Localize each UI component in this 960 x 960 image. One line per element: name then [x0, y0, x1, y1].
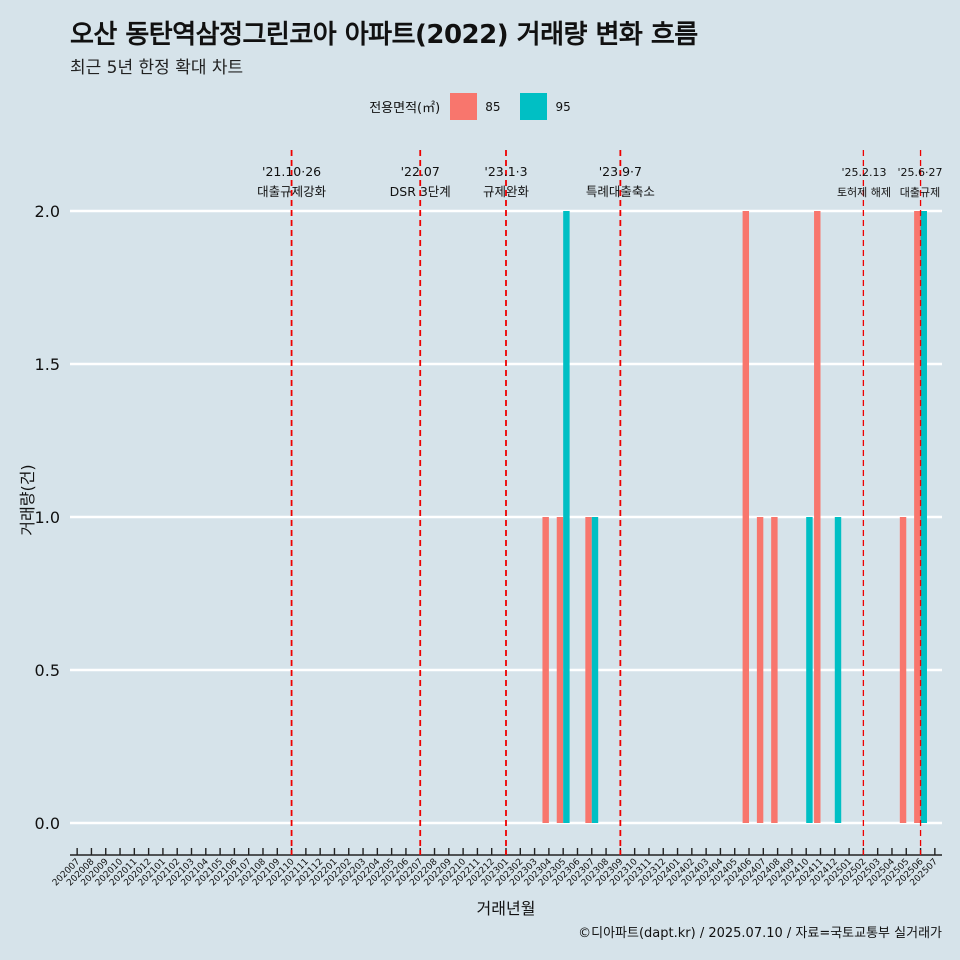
event-date-202207: '22.07: [401, 164, 440, 179]
event-label-202207: DSR 3단계: [390, 184, 451, 199]
caption: ©디아파트(dapt.kr) / 2025.07.10 / 자료=국토교통부 실…: [578, 926, 942, 941]
chart-title: 오산 동탄역삼정그린코아 아파트(2022) 거래량 변화 흐름: [70, 20, 698, 50]
bar-95-202506: [920, 211, 927, 823]
bar-85-202406: [742, 211, 750, 823]
bar-85-202411: [814, 211, 821, 823]
bar-85-202505: [899, 517, 907, 823]
bar-95-202412: [834, 517, 842, 823]
bar-85-202506: [914, 211, 921, 823]
bar-95-202307: [591, 517, 599, 823]
chart-subtitle: 최근 5년 한정 확대 차트: [70, 58, 244, 78]
bar-85-202407: [756, 517, 764, 823]
event-label-202110: 대출규제강화: [257, 184, 327, 199]
bar-85-202307: [585, 517, 592, 823]
bar-85-202304: [542, 517, 549, 823]
event-label-202301: 규제완화: [483, 184, 530, 199]
event-label-202309: 특례대출축소: [586, 184, 655, 199]
y-tick-label: 0.5: [35, 661, 60, 680]
y-tick-label: 0.0: [35, 814, 60, 833]
bar-95-202410: [806, 517, 813, 823]
y-tick-label: 1.5: [35, 355, 60, 374]
y-tick-label: 2.0: [35, 202, 60, 221]
bar-85-202305: [556, 517, 564, 823]
x-axis-title: 거래년월: [477, 899, 536, 918]
legend-title: 전용면적(㎡): [369, 101, 441, 116]
legend-swatch-85: [450, 93, 478, 120]
event-label-202506: 대출규제: [900, 186, 940, 199]
y-axis-title: 거래량(건): [18, 464, 37, 535]
legend-label-95: 95: [555, 99, 571, 114]
event-date-202309: '23.9·7: [599, 164, 642, 179]
event-date-202502: '25.2.13: [841, 166, 886, 179]
legend: 전용면적(㎡) 85 95: [0, 93, 960, 120]
event-date-202301: '23.1·3: [484, 164, 527, 179]
event-date-202110: '21.10·26: [262, 164, 321, 179]
bar-95-202305: [563, 211, 570, 823]
legend-swatch-95: [520, 93, 548, 120]
y-tick-label: 1.0: [35, 508, 60, 527]
bar-85-202408: [771, 517, 778, 823]
event-label-202502: 토허제 해제: [837, 185, 891, 199]
legend-label-85: 85: [485, 99, 501, 114]
event-date-202506: '25.6·27: [897, 166, 942, 179]
